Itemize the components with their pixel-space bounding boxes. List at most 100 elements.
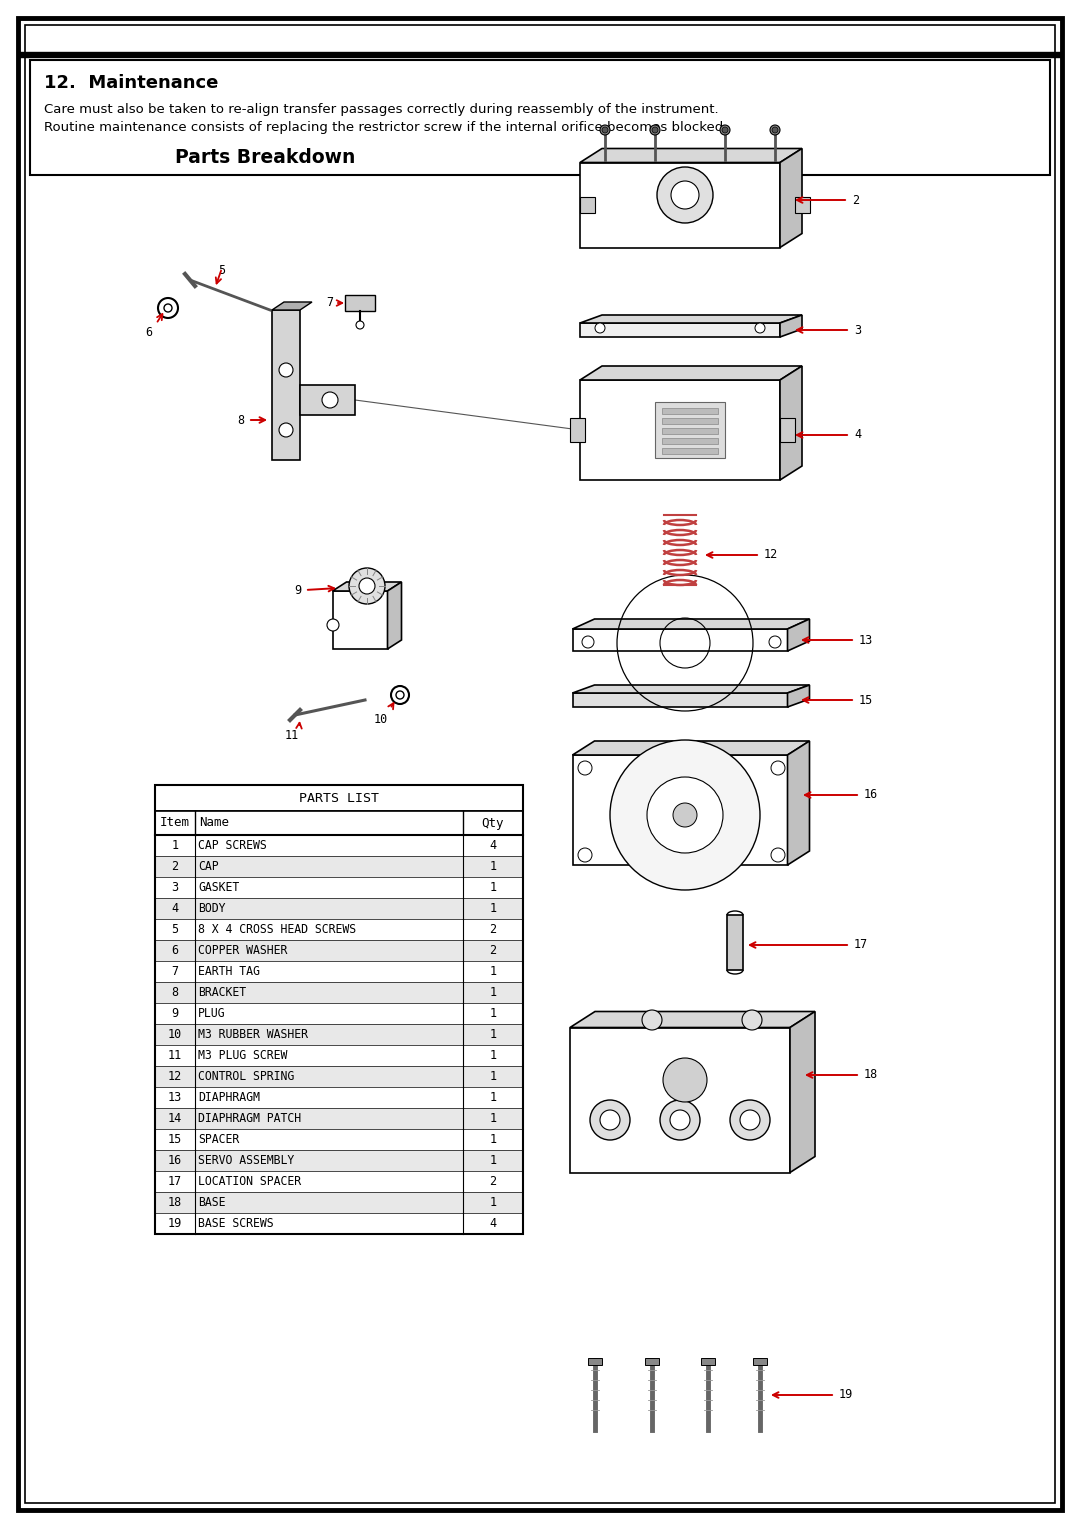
Circle shape — [730, 1100, 770, 1140]
Circle shape — [660, 1100, 700, 1140]
Text: 13: 13 — [167, 1091, 183, 1105]
Polygon shape — [580, 315, 802, 322]
Text: 1: 1 — [489, 1007, 497, 1021]
Text: 2: 2 — [489, 923, 497, 937]
Text: PARTS LIST: PARTS LIST — [299, 792, 379, 805]
Bar — [572, 694, 787, 707]
Text: LOCATION SPACER: LOCATION SPACER — [198, 1175, 301, 1187]
Text: 1: 1 — [489, 966, 497, 978]
Text: Care must also be taken to re-align transfer passages correctly during reassembl: Care must also be taken to re-align tran… — [44, 102, 718, 116]
Bar — [156, 1108, 523, 1129]
Text: 17: 17 — [854, 938, 868, 952]
Text: GASKET: GASKET — [198, 882, 240, 894]
Text: 2: 2 — [172, 860, 178, 872]
Text: 10: 10 — [374, 714, 388, 726]
Bar — [570, 419, 585, 442]
Bar — [156, 1086, 523, 1108]
Circle shape — [610, 740, 760, 889]
Text: 1: 1 — [489, 860, 497, 872]
Circle shape — [600, 125, 610, 134]
Text: 10: 10 — [167, 1028, 183, 1041]
Bar — [30, 60, 1050, 176]
Bar — [654, 402, 725, 458]
Bar — [156, 1192, 523, 1213]
Text: CONTROL SPRING: CONTROL SPRING — [198, 1070, 294, 1083]
Bar — [753, 1358, 767, 1365]
Bar — [333, 591, 388, 649]
Circle shape — [650, 125, 660, 134]
Bar — [156, 1002, 523, 1024]
Circle shape — [595, 322, 605, 333]
Polygon shape — [572, 741, 810, 755]
Text: 18: 18 — [167, 1196, 183, 1209]
Bar — [662, 408, 718, 414]
Bar — [580, 380, 780, 480]
Bar — [580, 162, 780, 248]
Circle shape — [590, 1100, 630, 1140]
Circle shape — [670, 1109, 690, 1131]
Polygon shape — [787, 741, 810, 865]
Bar — [645, 1358, 659, 1365]
Text: 16: 16 — [167, 1154, 183, 1167]
Text: EARTH TAG: EARTH TAG — [198, 966, 260, 978]
Bar — [156, 983, 523, 1002]
Bar — [156, 785, 523, 1235]
Circle shape — [673, 804, 697, 827]
Text: 4: 4 — [172, 902, 178, 915]
Text: SPACER: SPACER — [198, 1132, 240, 1146]
Circle shape — [755, 322, 765, 333]
Text: 17: 17 — [167, 1175, 183, 1187]
Polygon shape — [345, 295, 375, 312]
Text: 1: 1 — [489, 1050, 497, 1062]
Circle shape — [322, 393, 338, 408]
Text: BASE SCREWS: BASE SCREWS — [198, 1216, 273, 1230]
Polygon shape — [580, 367, 802, 380]
Bar — [156, 1067, 523, 1086]
Bar — [572, 630, 787, 651]
Circle shape — [652, 127, 658, 133]
Bar — [156, 898, 523, 918]
Circle shape — [578, 761, 592, 775]
Bar — [727, 915, 743, 970]
Text: 6: 6 — [145, 325, 152, 339]
Text: 8: 8 — [237, 414, 244, 426]
Circle shape — [647, 778, 723, 853]
Bar — [662, 439, 718, 445]
Bar — [156, 834, 523, 856]
Text: 9: 9 — [172, 1007, 178, 1021]
Text: 1: 1 — [489, 986, 497, 999]
Circle shape — [602, 127, 608, 133]
Polygon shape — [572, 685, 810, 694]
Bar — [662, 419, 718, 423]
Text: 8 X 4 CROSS HEAD SCREWS: 8 X 4 CROSS HEAD SCREWS — [198, 923, 356, 937]
Circle shape — [770, 125, 780, 134]
Bar — [662, 428, 718, 434]
Text: Routine maintenance consists of replacing the restrictor screw if the internal o: Routine maintenance consists of replacin… — [44, 121, 727, 134]
Bar — [572, 755, 787, 865]
Text: 8: 8 — [172, 986, 178, 999]
Circle shape — [772, 127, 778, 133]
Bar — [156, 940, 523, 961]
Polygon shape — [333, 582, 402, 591]
Text: 5: 5 — [172, 923, 178, 937]
Text: COPPER WASHER: COPPER WASHER — [198, 944, 287, 957]
Circle shape — [349, 568, 384, 604]
Bar — [156, 1129, 523, 1151]
Polygon shape — [580, 148, 802, 162]
Text: 18: 18 — [864, 1068, 878, 1082]
Circle shape — [279, 423, 293, 437]
Bar — [588, 1358, 602, 1365]
Text: 11: 11 — [167, 1050, 183, 1062]
Circle shape — [720, 125, 730, 134]
Text: 3: 3 — [172, 882, 178, 894]
Bar — [156, 1170, 523, 1192]
Text: 1: 1 — [489, 902, 497, 915]
Text: 1: 1 — [489, 1091, 497, 1105]
Bar — [156, 877, 523, 898]
Text: 4: 4 — [854, 428, 861, 442]
Circle shape — [740, 1109, 760, 1131]
Text: 7: 7 — [326, 296, 333, 310]
Polygon shape — [272, 303, 312, 310]
Bar — [156, 1151, 523, 1170]
Polygon shape — [787, 619, 810, 651]
